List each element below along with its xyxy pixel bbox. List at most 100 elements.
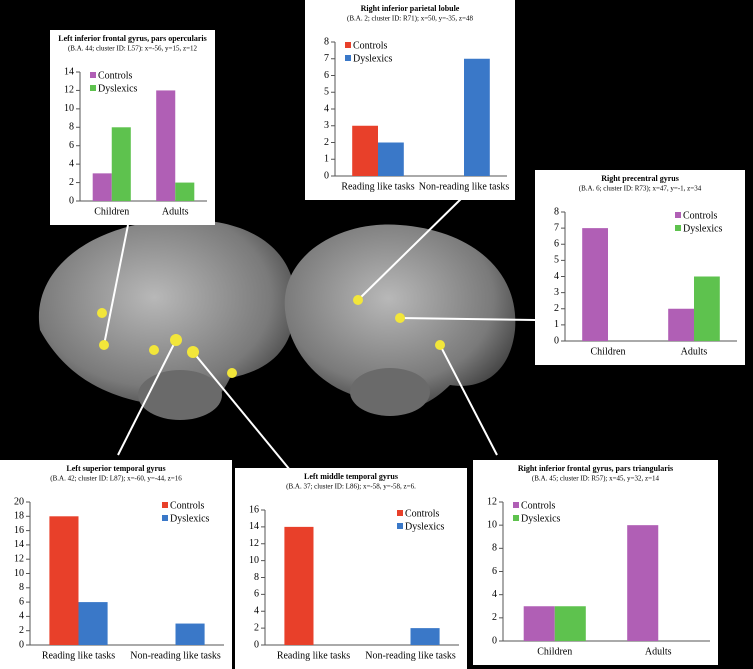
legend-label: Dyslexics [170,513,210,524]
y-tick-label: 10 [64,103,74,114]
chart-panel: Left superior temporal gyrus (B.A. 42; cl… [0,460,232,669]
y-tick-label: 5 [554,255,559,266]
y-tick-label: 12 [487,496,497,507]
legend-swatch [345,42,351,48]
bar [668,308,694,341]
legend-swatch [397,510,403,516]
chart-subtitle: (B.A. 2; cluster ID: R71); x=50, y=-35, … [347,15,473,23]
y-tick-label: 10 [249,555,259,566]
y-tick-label: 8 [69,122,74,133]
legend-label: Controls [98,70,133,81]
y-tick-label: 0 [69,195,74,206]
y-tick-label: 3 [324,120,329,131]
y-tick-label: 14 [64,66,74,77]
x-tick-label: Reading like tasks [42,650,115,661]
y-tick-label: 0 [324,170,329,181]
legend-swatch [513,515,519,521]
y-tick-label: 20 [14,496,24,507]
y-tick-label: 6 [254,589,259,600]
activation-spots [97,295,445,378]
y-tick-label: 8 [554,206,559,217]
bar [284,526,314,645]
legend-label: Dyslexics [521,513,561,524]
y-tick-label: 0 [254,639,259,650]
legend-swatch [513,502,519,508]
bar [554,606,586,641]
legend-label: Dyslexics [405,521,445,532]
bar [523,606,555,641]
y-tick-label: 2 [554,303,559,314]
y-tick-label: 2 [492,612,497,623]
bar [111,127,131,201]
y-tick-label: 8 [19,582,24,593]
bar [78,602,108,645]
y-tick-label: 8 [324,36,329,47]
y-tick-label: 7 [324,53,329,64]
legend-swatch [162,502,168,508]
y-tick-label: 0 [492,635,497,646]
y-tick-label: 8 [254,572,259,583]
chart-title: Left middle temporal gyrus [304,472,398,481]
y-tick-label: 4 [492,589,497,600]
y-tick-label: 4 [254,606,259,617]
bar [627,525,659,641]
chart-subtitle: (B.A. 6; cluster ID: R73); x=47, y=-1, z… [579,185,702,193]
x-tick-label: Adults [162,206,189,217]
chart-subtitle: (B.A. 45; cluster ID: R57); x=45, y=32, … [532,475,660,483]
bar [92,173,112,201]
y-tick-label: 12 [14,553,24,564]
bar [175,623,205,645]
y-tick-label: 2 [19,625,24,636]
brain-left [38,219,296,420]
chart-title: Right inferior frontal gyrus, pars trian… [518,464,673,473]
bar [378,142,404,176]
chart-panel: Right inferior frontal gyrus, pars trian… [473,460,718,665]
y-tick-label: 2 [324,137,329,148]
y-tick-label: 4 [324,103,329,114]
legend-swatch [345,55,351,61]
y-tick-label: 8 [492,543,497,554]
y-tick-label: 3 [554,287,559,298]
y-tick-label: 4 [19,611,24,622]
y-tick-label: 12 [249,538,259,549]
x-tick-label: Non-reading like tasks [419,181,510,192]
legend-swatch [162,515,168,521]
y-tick-label: 16 [14,525,24,536]
bar [464,58,490,176]
legend-label: Controls [170,500,205,511]
x-tick-label: Non-reading like tasks [365,650,456,661]
legend-label: Dyslexics [98,83,138,94]
legend-label: Dyslexics [353,53,393,64]
y-tick-label: 6 [554,239,559,250]
chart-title: Left superior temporal gyrus [66,464,165,473]
y-tick-label: 18 [14,511,24,522]
legend-label: Controls [405,508,440,519]
y-tick-label: 0 [19,639,24,650]
bar [582,228,608,341]
chart-title: Right precentral gyrus [601,174,679,183]
chart-subtitle: (B.A. 42; cluster ID: L87); x=-60, y=-44… [50,475,182,483]
x-tick-label: Reading like tasks [277,650,350,661]
y-tick-label: 1 [554,319,559,330]
y-tick-label: 16 [249,504,259,515]
y-tick-label: 14 [249,521,259,532]
x-tick-label: Reading like tasks [341,181,414,192]
chart-panel: Left middle temporal gyrus (B.A. 37; clus… [235,468,467,669]
y-tick-label: 4 [554,271,559,282]
chart-title: Left inferior frontal gyrus, pars opercu… [58,34,206,43]
chart-subtitle: (B.A. 44; cluster ID: L57): x=-56, y=15,… [68,45,198,53]
y-tick-label: 6 [324,70,329,81]
bar [410,628,440,645]
y-tick-label: 1 [324,154,329,165]
y-tick-label: 7 [554,222,559,233]
legend-swatch [397,523,403,529]
legend-label: Dyslexics [683,223,723,234]
x-tick-label: Children [591,346,626,357]
chart-panel: Right precentral gyrus (B.A. 6; cluster I… [535,170,745,365]
legend-swatch [675,212,681,218]
chart-panel: Left inferior frontal gyrus, pars opercu… [50,30,215,225]
chart-panel: Right inferior parietal lobule (B.A. 2; c… [305,0,515,200]
y-tick-label: 0 [554,335,559,346]
